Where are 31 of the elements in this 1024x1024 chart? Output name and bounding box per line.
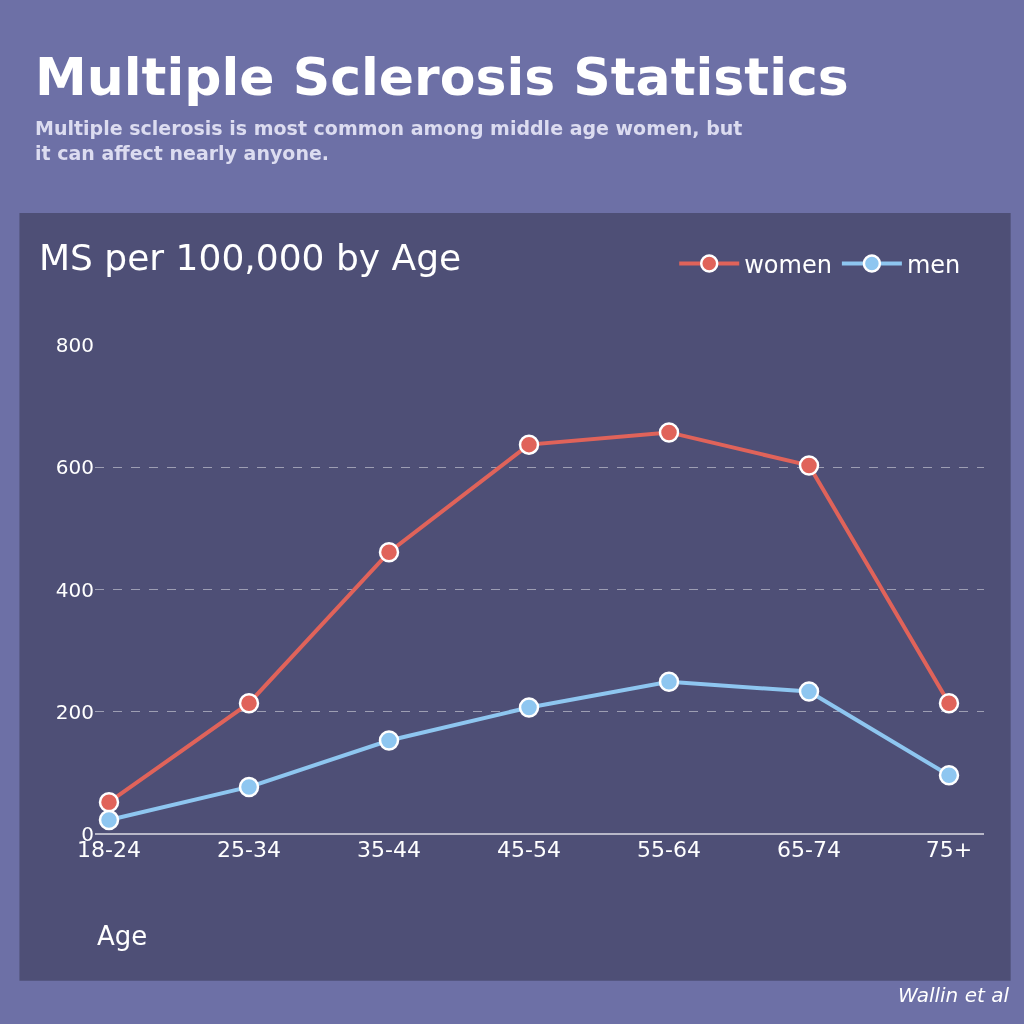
text: MS per 100,000 by Age	[39, 237, 462, 278]
point	[98, 809, 120, 831]
point	[238, 692, 260, 714]
point	[238, 776, 260, 798]
point	[518, 697, 540, 718]
y-tick-label: 400	[55, 577, 94, 602]
point	[378, 730, 400, 751]
y-tick-label: 200	[55, 699, 94, 724]
x-tick-label: 65-74	[777, 837, 841, 862]
point	[658, 671, 680, 693]
x-axis-title: Age	[97, 921, 148, 951]
x-tick-label: 45-54	[497, 837, 561, 862]
point	[798, 455, 820, 476]
x-tick-label: 55-64	[637, 837, 701, 862]
text: Wallin et al	[898, 983, 1010, 1007]
point	[938, 765, 960, 786]
legend-label: women	[744, 250, 832, 279]
point	[98, 791, 120, 813]
y-tick-label: 600	[55, 455, 94, 480]
point	[378, 541, 400, 563]
chart-title: Multiple Sclerosis Statistics	[35, 47, 849, 107]
legend-label: men	[906, 250, 961, 279]
x-tick-label: 25-34	[217, 837, 281, 862]
point	[938, 692, 960, 714]
point	[798, 681, 820, 702]
x-tick-label: 75+	[925, 837, 973, 862]
y-tick-label: 800	[55, 333, 94, 357]
chart-subtitle: Multiple sclerosis is most common among middle age women, but it can affect nearly anyone.	[35, 117, 743, 164]
x-tick-label: 35-44	[357, 837, 421, 862]
point	[658, 422, 680, 443]
point	[518, 434, 540, 455]
